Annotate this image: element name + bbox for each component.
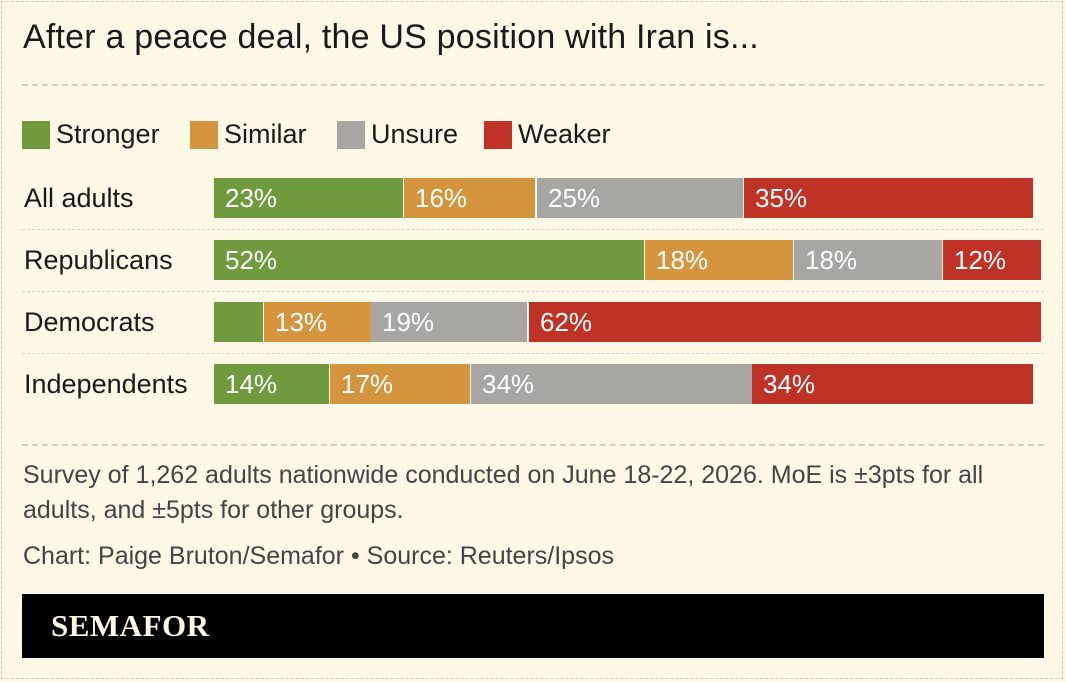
bar-segment-independents-weaker: 34% bbox=[752, 364, 1034, 404]
bar-democrats: 13% 19% 62% bbox=[214, 302, 1042, 342]
data-label-democrats-similar: 13% bbox=[275, 307, 328, 337]
legend-swatch-weaker bbox=[484, 121, 512, 149]
legend-label-similar: Similar bbox=[224, 119, 307, 149]
semafor-logo: SEMAFOR bbox=[51, 608, 210, 643]
notes-divider bbox=[22, 444, 1044, 446]
data-label-republicans-weaker: 12% bbox=[954, 245, 1007, 275]
data-label-republicans-similar: 18% bbox=[656, 245, 709, 275]
bar-segment-all-adults-similar: 16% bbox=[404, 178, 536, 218]
bar-republicans: 52% 18% 18% 12% bbox=[214, 240, 1042, 280]
bar-segment-republicans-stronger: 52% bbox=[214, 240, 645, 280]
legend-swatch-stronger bbox=[22, 121, 50, 149]
data-label-independents-weaker: 34% bbox=[763, 369, 816, 399]
data-label-all-adults-unsure: 25% bbox=[548, 183, 601, 213]
bar-segment-all-adults-weaker: 35% bbox=[744, 178, 1034, 218]
data-label-democrats-unsure: 19% bbox=[382, 307, 435, 337]
data-label-all-adults-stronger: 23% bbox=[225, 183, 278, 213]
data-label-independents-unsure: 34% bbox=[482, 369, 535, 399]
bar-independents: 14% 17% 34% 34% bbox=[214, 364, 1042, 404]
row-label-all-adults: All adults bbox=[24, 183, 134, 213]
bar-segment-republicans-similar: 18% bbox=[645, 240, 794, 280]
legend-label-weaker: Weaker bbox=[518, 119, 611, 149]
data-label-republicans-stronger: 52% bbox=[225, 245, 278, 275]
data-label-all-adults-weaker: 35% bbox=[755, 183, 808, 213]
bar-segment-all-adults-unsure: 25% bbox=[537, 178, 744, 218]
legend-swatch-unsure bbox=[337, 121, 365, 149]
chart-credit: Chart: Paige Bruton/Semafor • Source: Re… bbox=[23, 542, 614, 570]
row-label-democrats: Democrats bbox=[24, 307, 155, 337]
bar-segment-republicans-weaker: 12% bbox=[943, 240, 1042, 280]
title-divider bbox=[22, 84, 1044, 86]
row-separator bbox=[22, 353, 1044, 354]
data-label-independents-stronger: 14% bbox=[225, 369, 278, 399]
row-separator bbox=[22, 229, 1044, 230]
survey-note: Survey of 1,262 adults nationwide conduc… bbox=[23, 461, 984, 524]
bar-segment-independents-stronger: 14% bbox=[214, 364, 330, 404]
data-label-democrats-weaker: 62% bbox=[540, 307, 593, 337]
legend-label-stronger: Stronger bbox=[56, 119, 160, 149]
bar-segment-republicans-unsure: 18% bbox=[794, 240, 943, 280]
data-label-republicans-unsure: 18% bbox=[805, 245, 858, 275]
bar-segment-independents-similar: 17% bbox=[330, 364, 471, 404]
bar-segment-all-adults-stronger: 23% bbox=[214, 178, 404, 218]
chart-title: After a peace deal, the US position with… bbox=[23, 18, 759, 56]
footer-bar: SEMAFOR bbox=[22, 594, 1044, 658]
data-label-all-adults-similar: 16% bbox=[415, 183, 468, 213]
row-label-republicans: Republicans bbox=[24, 245, 173, 275]
legend-swatch-similar bbox=[190, 121, 218, 149]
bar-segment-democrats-similar: 13% bbox=[264, 302, 372, 342]
bar-segment-democrats-weaker: 62% bbox=[529, 302, 1042, 342]
row-label-independents: Independents bbox=[24, 369, 188, 399]
data-label-independents-similar: 17% bbox=[341, 369, 394, 399]
row-separator bbox=[22, 291, 1044, 292]
bar-segment-democrats-stronger bbox=[214, 302, 264, 342]
legend-label-unsure: Unsure bbox=[371, 119, 459, 149]
bar-segment-independents-unsure: 34% bbox=[471, 364, 753, 404]
bar-all-adults: 23% 16% 25% 35% bbox=[214, 178, 1042, 218]
bar-segment-democrats-unsure: 19% bbox=[371, 302, 528, 342]
